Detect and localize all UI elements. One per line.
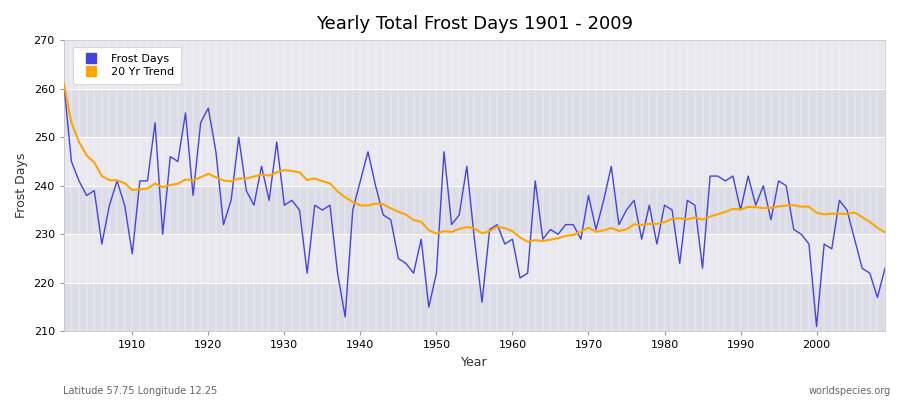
Bar	[64, 137, 885, 186]
Bar	[64, 234, 885, 283]
X-axis label: Year: Year	[461, 356, 488, 369]
Bar	[64, 89, 885, 137]
Y-axis label: Frost Days: Frost Days	[15, 153, 28, 218]
Text: worldspecies.org: worldspecies.org	[809, 386, 891, 396]
Bar	[64, 283, 885, 332]
Bar	[64, 186, 885, 234]
Text: Latitude 57.75 Longitude 12.25: Latitude 57.75 Longitude 12.25	[63, 386, 217, 396]
Title: Yearly Total Frost Days 1901 - 2009: Yearly Total Frost Days 1901 - 2009	[316, 15, 633, 33]
Legend: Frost Days, 20 Yr Trend: Frost Days, 20 Yr Trend	[74, 47, 181, 84]
Bar	[64, 40, 885, 89]
